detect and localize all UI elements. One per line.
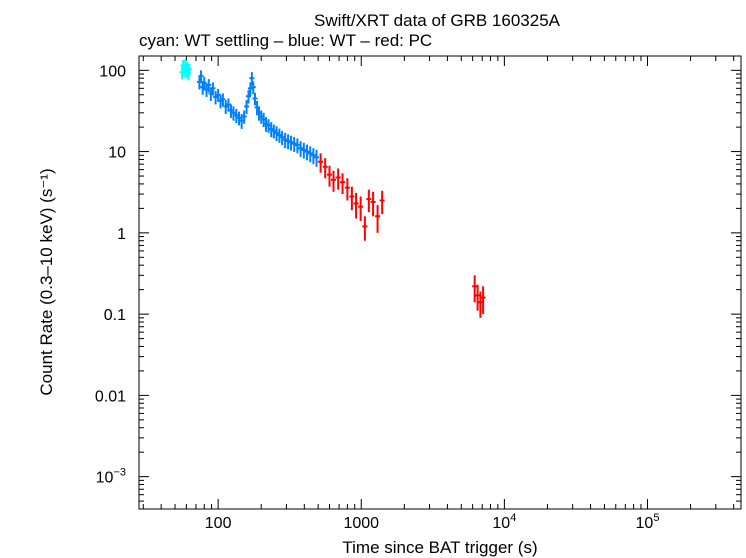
axis-tick-labels: 100 1000 104 105 100 10 1 0.1 0.01 10−3 [95, 63, 660, 532]
x-tick-label: 104 [492, 512, 516, 532]
y-tick-label: 1 [117, 226, 126, 243]
plot-frame [138, 55, 742, 510]
y-tick-label: 10 [108, 145, 126, 162]
y-tick-label: 0.01 [95, 388, 126, 405]
chart-title: Swift/XRT data of GRB 160325A [314, 11, 561, 30]
axis-ticks [139, 56, 741, 510]
chart-subtitle: cyan: WT settling – blue: WT – red: PC [139, 31, 432, 50]
x-tick-label: 1000 [343, 515, 379, 532]
series-pc [318, 153, 486, 318]
series-wt-settling [179, 58, 192, 81]
x-axis-label: Time since BAT trigger (s) [342, 538, 537, 557]
y-tick-label: 100 [99, 63, 126, 80]
y-axis-label: Count Rate (0.3–10 keV) (s⁻¹) [37, 168, 56, 395]
x-tick-label: 105 [636, 512, 660, 532]
y-tick-label: 0.1 [104, 307, 126, 324]
x-tick-label: 100 [205, 515, 232, 532]
data-points [179, 58, 486, 318]
y-tick-label: 10−3 [96, 467, 126, 487]
series-wt [196, 70, 320, 167]
